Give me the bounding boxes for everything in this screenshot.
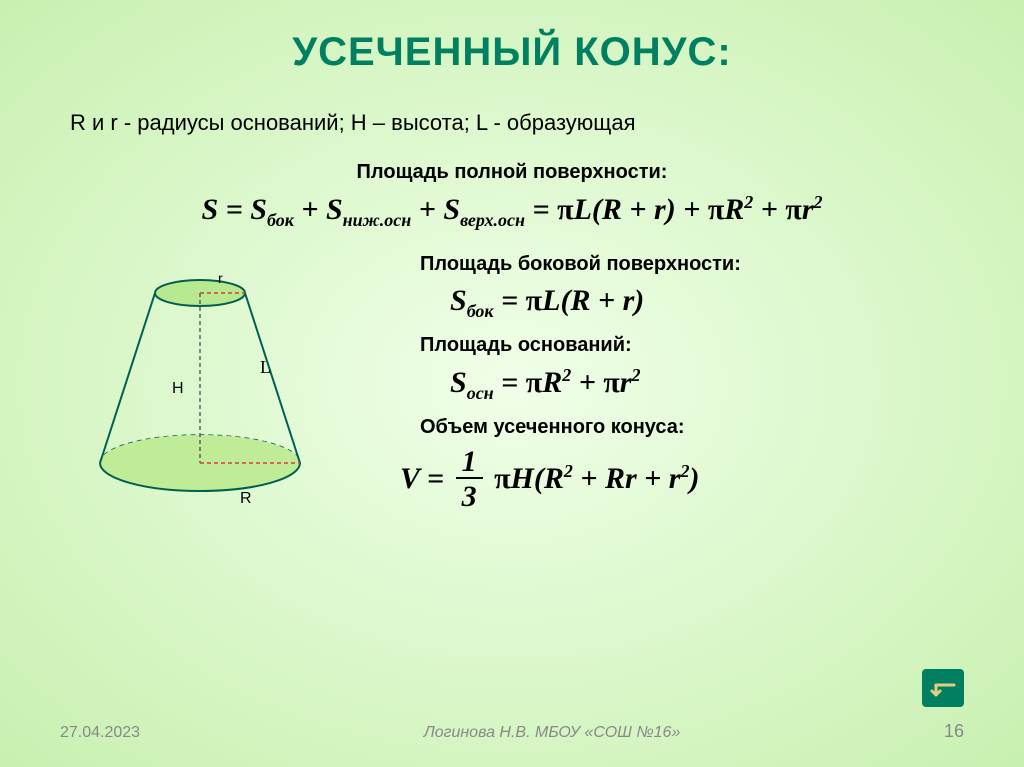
- full-surface-label: Площадь полной поверхности:: [60, 161, 964, 184]
- full-surface-formula: S = Sбок + Sниж.осн + Sверх.осн = πL(R +…: [60, 192, 964, 231]
- nav-return-button[interactable]: [922, 669, 964, 707]
- diagram-label-H: H: [172, 380, 184, 397]
- bases-formula: Sосн = πR2 + πr2: [450, 365, 964, 404]
- footer-author: Логинова Н.В. МБОУ «СОШ №16»: [424, 724, 681, 742]
- variables-description: R и r - радиусы оснований; H – высота; L…: [70, 110, 964, 136]
- diagram-label-r: r: [218, 270, 223, 286]
- bases-label: Площадь оснований:: [420, 334, 964, 357]
- diagram-label-L: L: [260, 357, 271, 377]
- lateral-formula: Sбок = πL(R + r): [450, 284, 964, 322]
- volume-formula: V = 1 3 πH(R2 + Rr + r2): [400, 447, 964, 515]
- volume-label: Объем усеченного конуса:: [420, 416, 964, 439]
- slide-title: УСЕЧЕННЫЙ КОНУС:: [60, 30, 964, 75]
- footer-date: 27.04.2023: [60, 724, 140, 742]
- lateral-label: Площадь боковой поверхности:: [420, 253, 964, 276]
- frustum-diagram: r L H R: [60, 243, 340, 527]
- diagram-label-R: R: [240, 490, 252, 507]
- page-number: 16: [944, 721, 964, 742]
